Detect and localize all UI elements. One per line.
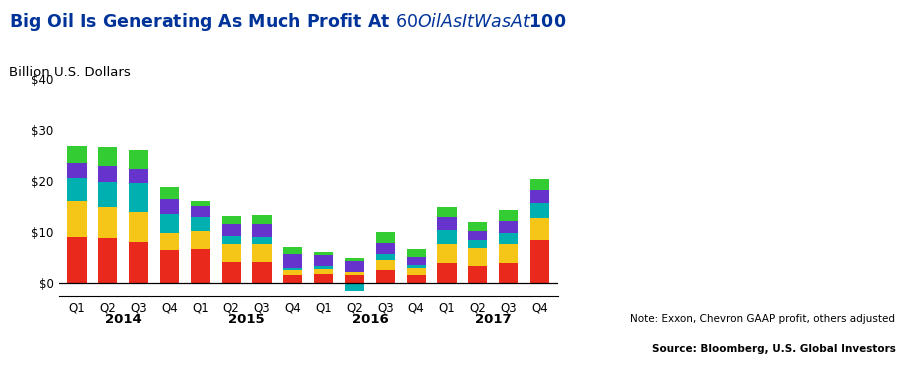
Bar [500,210,518,221]
Bar [160,233,179,250]
Bar [68,201,86,237]
Bar [68,146,86,163]
Bar [129,169,148,183]
Bar [345,272,364,275]
Bar [284,275,302,284]
Bar [530,202,549,219]
Bar [530,178,549,190]
Text: Chevron: Chevron [611,165,663,178]
Bar [160,214,179,233]
Bar [129,242,148,284]
Bar [68,178,86,201]
Bar [376,243,395,254]
Bar [284,268,302,270]
Bar [160,250,179,284]
Bar [564,87,595,126]
Bar [314,255,333,266]
Bar [407,275,426,284]
Bar [191,201,210,206]
Bar [437,243,456,263]
Bar [252,215,272,223]
Text: 2014: 2014 [105,313,141,326]
Text: Note: Exxon, Chevron GAAP profit, others adjusted: Note: Exxon, Chevron GAAP profit, others… [631,314,896,324]
Text: Billion U.S. Dollars: Billion U.S. Dollars [9,66,130,79]
Bar [468,266,488,284]
Bar [98,147,117,166]
Bar [468,222,488,231]
Bar [221,262,240,284]
Bar [284,247,302,254]
Bar [530,240,549,284]
Bar [191,217,210,231]
Bar [345,261,364,272]
Text: 2016: 2016 [352,313,388,326]
Bar [221,244,240,262]
Text: 2015: 2015 [229,313,265,326]
Bar [314,274,333,284]
Bar [345,258,364,261]
Bar [724,21,754,61]
Text: BP: BP [611,34,627,48]
Text: Big Oil Is Generating As Much Profit At $60 Oil As It Was At $100: Big Oil Is Generating As Much Profit At … [9,11,566,33]
Text: Total: Total [611,100,641,113]
Bar [437,217,456,230]
Bar [407,249,426,257]
Bar [437,207,456,217]
Text: Source: Bloomberg, U.S. Global Investors: Source: Bloomberg, U.S. Global Investors [652,344,896,354]
Bar [437,263,456,284]
Bar [284,270,302,275]
Bar [129,212,148,242]
Bar [129,183,148,212]
Bar [98,166,117,182]
Bar [314,266,333,269]
Bar [407,264,426,268]
Bar [437,230,456,243]
Text: Exxon: Exxon [771,100,809,113]
Bar [68,237,86,284]
Bar [500,221,518,233]
Bar [407,268,426,275]
Bar [252,224,272,237]
Bar [191,249,210,284]
Bar [314,269,333,274]
Bar [376,270,395,284]
Bar [724,87,754,126]
Bar [160,199,179,214]
Bar [500,243,518,264]
Bar [530,190,549,202]
Bar [407,257,426,264]
Bar [160,187,179,199]
Bar [345,275,364,284]
Bar [530,219,549,240]
Bar [221,216,240,223]
Bar [68,163,86,178]
Bar [314,252,333,255]
Bar [500,264,518,284]
Bar [345,284,364,291]
Bar [221,236,240,244]
Bar [252,237,272,244]
Bar [468,240,488,248]
Bar [284,254,302,268]
Bar [98,238,117,284]
Bar [500,233,518,243]
Bar [98,182,117,207]
Bar [376,232,395,243]
Bar [468,248,488,266]
Bar [376,254,395,260]
Bar [191,231,210,249]
Bar [191,206,210,218]
Bar [98,207,117,238]
Bar [252,262,272,284]
Bar [129,150,148,169]
Bar [564,152,595,191]
Bar [564,21,595,61]
Bar [252,244,272,262]
Bar [468,231,488,240]
Bar [376,260,395,270]
Text: 2017: 2017 [475,313,511,326]
Text: Shell: Shell [771,34,802,48]
Bar [221,224,240,236]
